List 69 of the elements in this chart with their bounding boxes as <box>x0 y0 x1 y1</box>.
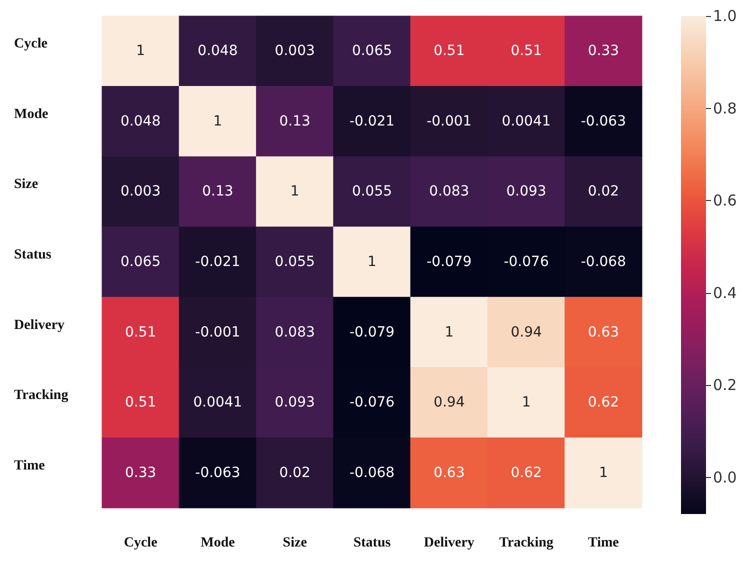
data-label: 0.94 <box>434 394 465 411</box>
data-label: 1 <box>368 254 376 270</box>
x-tick-label: Time <box>588 536 619 550</box>
color-bar-label: 1.0 <box>713 7 737 25</box>
data-label: 0.083 <box>274 324 315 340</box>
color-bar-label: 0.2 <box>713 376 737 394</box>
data-label: 0.055 <box>352 184 392 200</box>
data-label: 0.63 <box>434 464 465 481</box>
color-bar-label: 0.8 <box>713 99 737 118</box>
data-label: -0.001 <box>426 113 472 130</box>
y-tick-label: Status <box>14 248 52 262</box>
data-label: 0.51 <box>124 394 156 411</box>
data-label: 0.055 <box>274 254 315 270</box>
data-label: 0.0041 <box>502 113 551 130</box>
data-label: 1 <box>598 464 608 481</box>
data-label: -0.076 <box>349 394 395 411</box>
data-label: 1 <box>136 43 146 60</box>
data-label: 0.51 <box>124 324 156 340</box>
data-label: -0.063 <box>580 113 626 130</box>
data-label: 0.093 <box>274 394 315 411</box>
data-label: 0.94 <box>510 324 542 340</box>
data-label: -0.076 <box>504 254 549 270</box>
y-tick-label: Cycle <box>14 36 48 52</box>
data-label: 0.51 <box>434 43 465 60</box>
data-label: 0.13 <box>202 184 234 200</box>
x-tick-label: Cycle <box>124 536 158 550</box>
data-label: 0.093 <box>506 184 546 200</box>
data-label: 0.13 <box>279 113 310 130</box>
data-label: -0.079 <box>426 254 472 270</box>
color-bar-label: 0.6 <box>713 192 737 210</box>
x-tick-label: Size <box>282 536 307 550</box>
data-label: 0.02 <box>588 184 620 200</box>
data-label: 0.048 <box>120 113 161 130</box>
color-bar-label: 0.0 <box>713 468 737 487</box>
data-label: -0.068 <box>349 464 395 481</box>
data-label: -0.079 <box>349 324 395 340</box>
y-tick-label: Size <box>14 177 38 192</box>
data-label: -0.021 <box>349 113 395 130</box>
data-label: 0.51 <box>510 43 542 60</box>
data-label: 0.62 <box>510 464 542 481</box>
x-tick-label: Delivery <box>424 536 474 550</box>
x-tick-label: Tracking <box>499 536 554 550</box>
x-tick-label: Mode <box>200 536 235 550</box>
data-label: 0.0041 <box>193 394 242 411</box>
data-label: 0.003 <box>120 184 161 200</box>
data-label: 0.33 <box>124 464 156 481</box>
data-label: -0.001 <box>195 324 240 340</box>
data-label: 0.065 <box>120 254 161 270</box>
data-label: -0.063 <box>195 464 240 481</box>
data-label: 0.003 <box>274 43 315 60</box>
y-tick-label: Delivery <box>14 318 65 333</box>
data-label: 0.63 <box>588 324 620 340</box>
data-label: 1 <box>444 324 454 340</box>
data-label: 0.065 <box>352 43 392 60</box>
data-label: -0.021 <box>195 254 240 270</box>
data-label: 1 <box>522 394 531 411</box>
y-tick-label: Tracking <box>14 388 68 404</box>
data-label: 0.02 <box>279 464 310 481</box>
data-label: 0.62 <box>588 394 620 411</box>
data-label: 1 <box>290 184 300 200</box>
data-label: 0.083 <box>429 184 470 200</box>
data-label: 1 <box>213 113 222 130</box>
x-tick-label: Status <box>353 536 392 550</box>
data-label: 0.33 <box>588 43 620 60</box>
data-label: 0.048 <box>198 43 238 60</box>
color-bar-label: 0.4 <box>713 284 737 302</box>
y-tick-label: Mode <box>14 106 48 122</box>
data-label: -0.068 <box>580 254 626 270</box>
y-tick-label: Time <box>14 458 45 474</box>
